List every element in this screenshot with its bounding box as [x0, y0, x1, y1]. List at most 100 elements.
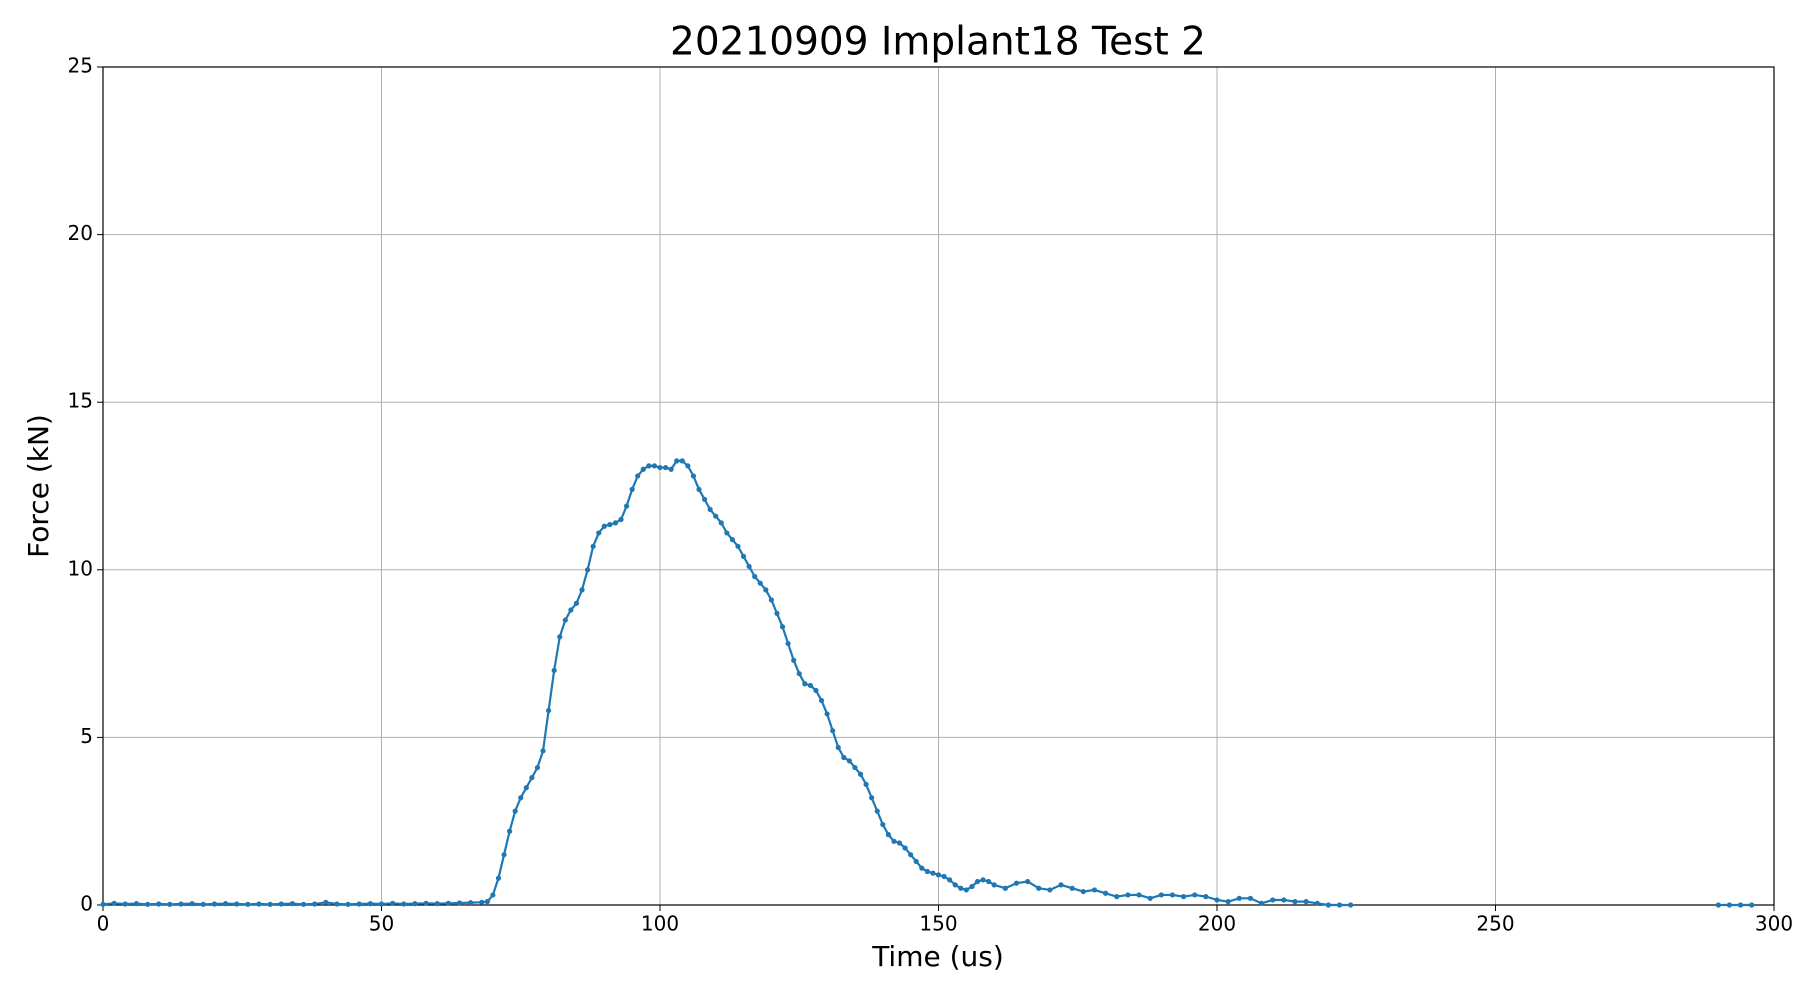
data-point [468, 900, 474, 906]
data-point [1247, 895, 1254, 901]
data-point [813, 687, 819, 694]
data-point [612, 520, 619, 526]
data-point [1002, 885, 1008, 891]
data-point [1292, 899, 1298, 905]
data-point [601, 523, 607, 529]
data-point [507, 828, 513, 834]
data-point [1013, 880, 1020, 886]
data-point [969, 883, 975, 890]
data-point [256, 901, 262, 907]
data-point [562, 617, 568, 623]
data-point [841, 754, 847, 761]
data-point [573, 600, 580, 606]
data-point [724, 530, 730, 536]
data-point [1258, 900, 1265, 906]
data-point [763, 587, 769, 593]
data-point [718, 520, 724, 526]
data-point [546, 707, 552, 714]
data-point [1047, 887, 1053, 893]
data-point [768, 597, 775, 603]
x-tick-label: 200 [1198, 912, 1236, 936]
data-point [707, 506, 713, 513]
data-point [1270, 897, 1276, 903]
data-point [880, 821, 886, 828]
data-point [874, 808, 880, 814]
data-point [646, 463, 652, 469]
data-point [584, 567, 591, 573]
data-point [818, 697, 825, 704]
data-point [1225, 899, 1231, 905]
data-point [668, 466, 674, 472]
data-point [651, 463, 658, 469]
data-point [529, 775, 535, 781]
data-point [696, 486, 702, 492]
data-point [774, 610, 780, 616]
data-point [902, 845, 908, 851]
data-point [579, 587, 585, 593]
data-point [390, 900, 396, 906]
data-point [779, 624, 786, 630]
data-point [479, 899, 485, 905]
data-point [423, 900, 429, 906]
data-point [963, 887, 969, 893]
data-point [974, 878, 981, 885]
data-point [1125, 892, 1131, 898]
data-point [1169, 892, 1176, 898]
data-point [1058, 882, 1064, 888]
data-point [200, 901, 206, 907]
data-point [835, 744, 841, 751]
data-point [846, 758, 852, 764]
data-point [1214, 897, 1220, 903]
data-point [456, 900, 463, 906]
data-point [312, 901, 318, 907]
data-point [512, 808, 518, 814]
data-point [796, 671, 802, 677]
data-point [662, 464, 669, 471]
data-point [1314, 900, 1320, 906]
data-point [100, 901, 106, 907]
data-point [785, 640, 791, 647]
data-point [690, 473, 697, 479]
data-point [1036, 885, 1042, 891]
data-point [1203, 894, 1209, 900]
data-point [891, 838, 897, 844]
data-point [857, 771, 864, 777]
data-point [1336, 902, 1343, 908]
data-point [518, 795, 524, 801]
data-point [267, 901, 273, 907]
data-point [896, 840, 903, 846]
data-point [323, 899, 329, 905]
data-point [234, 901, 240, 907]
data-point [991, 882, 997, 888]
data-point [501, 852, 507, 858]
data-point [111, 900, 117, 906]
data-point [289, 901, 295, 907]
data-point [640, 466, 646, 472]
data-point [1236, 895, 1242, 901]
data-point [674, 458, 680, 464]
data-point [367, 901, 373, 907]
data-point [635, 473, 641, 479]
data-point [679, 458, 685, 464]
y-tick-label: 25 [68, 54, 93, 78]
data-point [523, 785, 529, 791]
data-point [863, 781, 869, 787]
data-point [484, 899, 490, 905]
x-tick-label: 300 [1755, 912, 1793, 936]
data-point [947, 877, 953, 883]
x-tick-label: 250 [1476, 912, 1514, 936]
data-point [746, 563, 752, 570]
data-point [122, 901, 128, 907]
data-point [1737, 902, 1744, 908]
data-point [1348, 902, 1354, 908]
data-point [757, 580, 763, 586]
data-point [852, 764, 858, 771]
data-point [1025, 878, 1031, 885]
x-tick-label: 100 [641, 912, 679, 936]
y-tick-label: 20 [68, 221, 93, 245]
data-point [908, 852, 914, 858]
data-point [1069, 885, 1075, 891]
y-axis-label: Force (kN) [22, 414, 55, 558]
y-tick-label: 5 [80, 724, 93, 748]
